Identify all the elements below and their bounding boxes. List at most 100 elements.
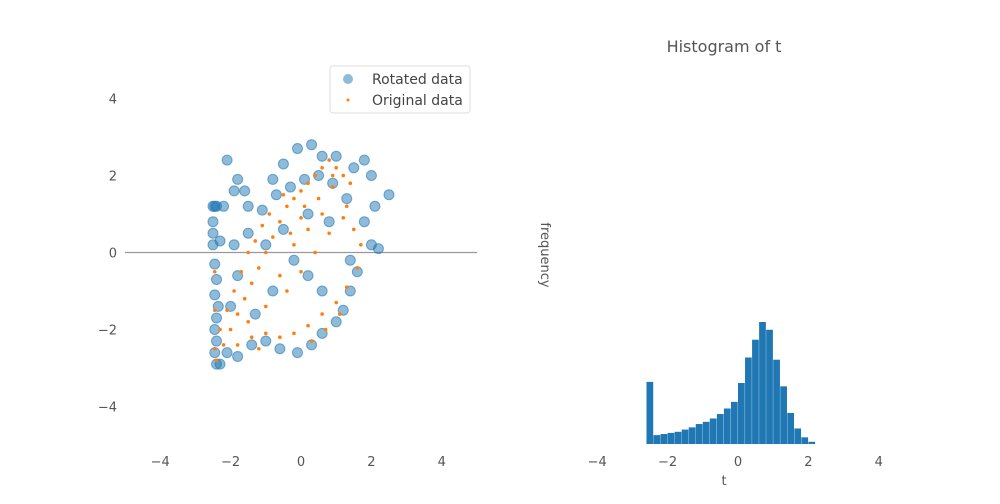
rotated-point <box>274 343 286 355</box>
original-point <box>212 308 217 313</box>
histogram-bars <box>646 322 816 444</box>
rotated-point <box>358 216 370 228</box>
x-tick-label: 2 <box>367 455 375 470</box>
original-point <box>249 281 254 286</box>
histogram-x-label: t <box>721 474 726 489</box>
rotated-point <box>383 189 395 201</box>
rotated-point <box>344 254 356 266</box>
original-point <box>249 335 254 340</box>
original-point <box>264 331 268 336</box>
original-point <box>330 185 335 189</box>
y-tick-label: 4 <box>109 93 117 108</box>
x-tick-label: 0 <box>297 455 305 470</box>
original-point <box>246 320 250 324</box>
x-tick-label: −2 <box>221 455 240 470</box>
original-point <box>256 266 261 270</box>
original-point <box>260 223 265 228</box>
rotated-point <box>256 204 268 216</box>
histogram-bar <box>773 359 780 444</box>
histogram-bar <box>808 441 816 444</box>
histogram-bar <box>794 428 802 444</box>
original-point <box>292 331 296 336</box>
original-point <box>235 312 240 316</box>
original-point <box>359 243 363 247</box>
rotated-point <box>221 154 233 166</box>
original-point <box>334 166 339 170</box>
rotated-point <box>306 139 318 151</box>
rotated-point <box>316 150 328 162</box>
rotated-point <box>358 154 370 166</box>
original-point <box>309 339 314 343</box>
histogram-bar <box>752 339 759 444</box>
rotated-point <box>291 347 303 359</box>
y-tick-label: 2 <box>109 170 117 185</box>
histogram-bar <box>674 431 682 444</box>
rotated-point <box>369 200 381 212</box>
original-point <box>242 296 247 301</box>
histogram-bar <box>667 432 675 444</box>
histogram-bar <box>780 386 787 444</box>
rotated-point <box>218 200 230 212</box>
rotated-point <box>277 223 289 235</box>
rotated-point <box>239 185 251 197</box>
original-point <box>327 231 331 236</box>
original-point <box>264 304 268 309</box>
original-point <box>299 189 303 193</box>
original-point <box>285 289 289 293</box>
original-point <box>334 300 339 305</box>
histogram-bar <box>695 424 703 444</box>
original-point <box>292 243 296 247</box>
original-point <box>302 204 307 209</box>
original-point <box>344 285 349 289</box>
original-point <box>256 346 261 351</box>
legend-label-rotated: Rotated data <box>372 72 463 88</box>
original-point <box>221 343 226 347</box>
original-point <box>228 327 233 332</box>
rotated-point <box>246 339 258 351</box>
rotated-point <box>316 285 328 297</box>
original-point <box>323 327 328 332</box>
histogram-x-axis-ticks: −4 −2 0 2 4 <box>588 455 883 470</box>
original-point <box>337 312 342 316</box>
rotated-point <box>323 216 335 228</box>
histogram-bar <box>646 381 654 444</box>
histogram-title: Histogram of t <box>667 37 782 56</box>
rotated-point <box>211 335 223 347</box>
rotated-point <box>284 181 296 193</box>
rotated-point <box>207 227 219 239</box>
histogram-bar <box>660 434 668 444</box>
original-point <box>225 308 229 313</box>
original-point <box>341 216 346 220</box>
series-original-data <box>212 158 363 363</box>
legend-label-original: Original data <box>372 93 463 109</box>
original-point <box>320 166 324 170</box>
original-point <box>218 327 222 332</box>
rotated-point <box>242 227 254 239</box>
original-point <box>271 235 275 239</box>
histogram-bar <box>716 414 724 444</box>
histogram-y-label: frequency <box>537 222 552 288</box>
original-point <box>212 269 217 274</box>
original-point <box>355 266 360 270</box>
rotated-point <box>267 173 279 185</box>
original-point <box>285 204 289 209</box>
rotated-point <box>260 335 272 347</box>
rotated-point <box>302 208 314 220</box>
legend: Rotated data Original data <box>329 65 471 114</box>
original-point <box>348 181 353 185</box>
histogram-bar <box>787 412 795 444</box>
rotated-point <box>277 158 289 170</box>
original-point <box>264 250 268 255</box>
original-point <box>253 239 258 243</box>
rotated-point <box>302 270 314 282</box>
rotated-point <box>228 239 240 251</box>
histogram-x-tick-label: −4 <box>588 455 607 470</box>
histogram-plot: Histogram of t −4 −2 0 2 4 t frequency <box>537 37 883 489</box>
rotated-point <box>267 285 279 297</box>
original-point <box>278 219 282 224</box>
y-axis-ticks: −4 −2 0 2 4 <box>98 93 117 416</box>
original-point <box>320 312 324 316</box>
rotated-point <box>341 193 353 205</box>
original-point <box>212 346 217 351</box>
rotated-point <box>209 258 221 270</box>
